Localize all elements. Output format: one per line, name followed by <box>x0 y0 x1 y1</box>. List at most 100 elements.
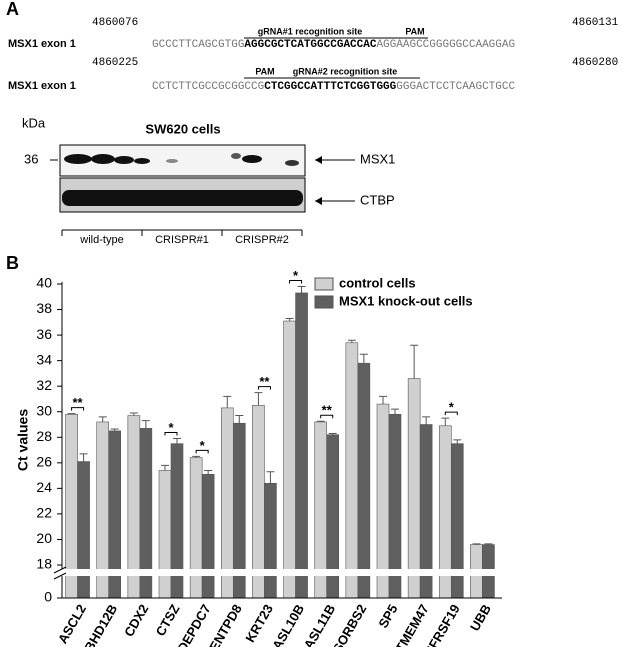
error-bar <box>285 317 294 322</box>
bar <box>264 482 277 599</box>
legend-label: control cells <box>339 275 416 290</box>
bar <box>201 474 215 599</box>
y-tick-label: 28 <box>36 428 52 444</box>
position: 4860076 <box>92 17 138 29</box>
error-bar <box>79 453 88 462</box>
x-tick-label: ASCL2 <box>55 602 89 646</box>
significance-bracket <box>444 411 458 416</box>
sequence: CCTCTTCGCCGCGGCCGCTCGGCCATTTCTCGGTGGGGGG… <box>152 81 515 93</box>
sequence: GCCCTTCAGCGTGGAGGCGCTCATGGCCGACCACAGGAAG… <box>152 39 515 51</box>
y-axis-label: Ct values <box>15 409 31 471</box>
error-bar <box>204 469 213 475</box>
site-label: gRNA#1 recognition site <box>258 26 363 36</box>
y-tick-label: 40 <box>36 275 52 291</box>
error-bar <box>254 392 263 406</box>
error-bar <box>223 395 232 408</box>
x-tick-label: KRT23 <box>242 602 276 645</box>
seq: GGGACTCCTCAAGCTGCC <box>396 81 515 93</box>
significance: * <box>200 438 206 453</box>
error-bar <box>129 412 138 416</box>
significance-bracket <box>320 414 334 419</box>
bar <box>357 362 371 599</box>
marker: 36 <box>24 151 38 166</box>
error-bar <box>391 408 399 415</box>
unit: kDa <box>22 115 46 130</box>
panel-label: B <box>6 253 19 273</box>
significance-bracket <box>71 407 85 411</box>
seq-pam: AGG <box>376 39 396 51</box>
error-bar <box>453 439 462 444</box>
seq: AAGCCGGGGGCCAAGGAG <box>396 39 515 51</box>
y-tick-label: 34 <box>36 351 52 367</box>
group-label: CRISPR#2 <box>235 234 289 246</box>
bar <box>407 378 421 599</box>
legend-swatch <box>314 295 334 309</box>
significance-bracket <box>195 449 209 454</box>
significance: * <box>293 268 299 283</box>
error-bar <box>161 464 169 471</box>
pam-label: PAM <box>405 26 424 36</box>
error-bar <box>441 417 450 426</box>
error-bar <box>347 339 356 343</box>
x-tick-label: CDX2 <box>121 602 151 640</box>
error-bar <box>379 395 387 405</box>
blot-band <box>62 190 303 206</box>
band-label: CTBP <box>360 192 395 207</box>
error-bar <box>235 415 244 424</box>
y-tick-label: 22 <box>36 505 52 521</box>
blot-bands <box>64 153 299 166</box>
error-bar <box>98 416 107 422</box>
legend-swatch <box>314 277 334 291</box>
site-label: gRNA#2 recognition site <box>293 66 398 76</box>
break-mark <box>53 566 67 580</box>
legend-label: MSX1 knock-out cells <box>339 293 473 308</box>
blot-title: SW620 cells <box>145 121 220 136</box>
position: 4860131 <box>572 17 619 29</box>
error-bar <box>266 471 275 484</box>
significance-bracket <box>164 432 178 436</box>
x-tick-label: CTSZ <box>153 602 183 639</box>
bar <box>283 320 296 599</box>
y-tick-label: 20 <box>36 530 52 546</box>
exon-name: MSX1 exon 1 <box>8 80 76 92</box>
y-tick-label: 18 <box>36 556 52 572</box>
bar <box>189 457 203 599</box>
significance: * <box>449 400 455 415</box>
significance-bracket <box>257 386 271 390</box>
error-bar <box>316 420 325 422</box>
significance: ** <box>73 395 84 410</box>
bar <box>77 461 90 599</box>
significance: * <box>168 420 174 435</box>
error-bar <box>359 353 368 364</box>
error-bar <box>173 438 181 444</box>
error-bar <box>328 432 337 435</box>
pam-label: PAM <box>255 66 274 76</box>
position: 4860225 <box>92 57 138 69</box>
group-label: wild-type <box>79 234 123 246</box>
x-tick-label: SP5 <box>375 602 400 631</box>
arrow-head <box>315 156 322 164</box>
y-tick-label: 30 <box>36 402 52 418</box>
seq-site: AGGCGCTCATGGCCGACCAC <box>244 39 376 51</box>
bar <box>295 292 308 599</box>
error-bar <box>484 543 493 545</box>
significance: ** <box>322 403 333 418</box>
error-bar <box>67 413 76 415</box>
error-bar <box>141 420 150 429</box>
y-tick-label: 38 <box>36 300 52 316</box>
seq-site: CTCGGCCATTTCTCGGTGGG <box>264 81 396 93</box>
significance: ** <box>259 374 270 389</box>
axis-break <box>50 569 506 576</box>
group-label: CRISPR#1 <box>155 234 209 246</box>
significance-bracket <box>289 280 303 284</box>
seq-pam: CCG <box>244 81 264 93</box>
y-tick-label: 32 <box>36 377 52 393</box>
x-tick-label: UBB <box>467 602 494 634</box>
y-tick-label: 36 <box>36 326 52 342</box>
y-tick-label: 0 <box>44 589 52 605</box>
error-bar <box>110 428 119 431</box>
error-bar <box>410 344 419 379</box>
error-bar <box>472 543 481 545</box>
bar <box>345 342 359 599</box>
